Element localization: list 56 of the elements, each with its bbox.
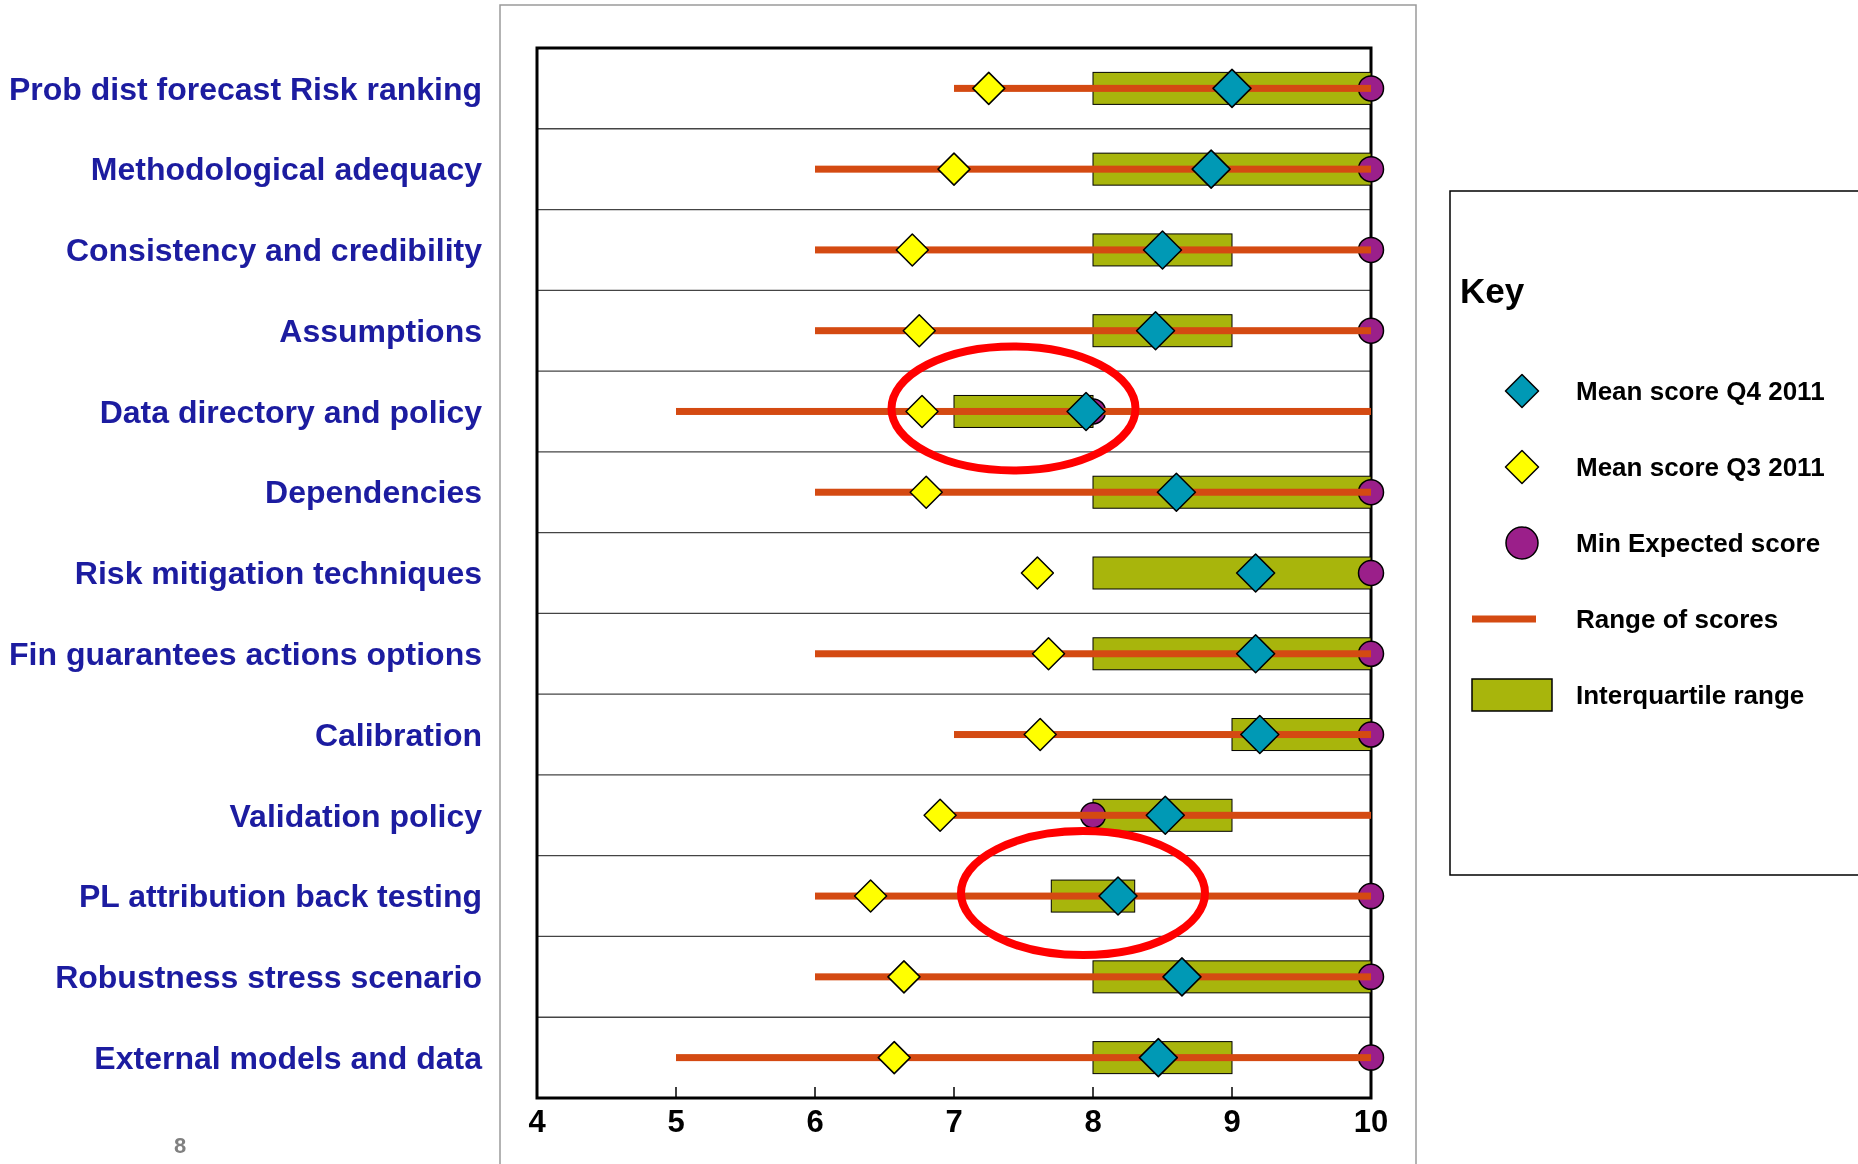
y-tick-label: Assumptions (279, 312, 482, 349)
point (1156, 472, 1197, 512)
point (1212, 68, 1252, 109)
y-tick-label: PL attribution back testing (79, 878, 482, 915)
point (1020, 556, 1055, 590)
legend-label: Mean score Q4 2011 (1576, 376, 1825, 407)
point (1031, 637, 1066, 671)
point (887, 960, 921, 994)
point (1357, 559, 1385, 587)
point (902, 313, 936, 348)
y-tick-label: Data directory and policy (99, 393, 483, 430)
point (1135, 310, 1176, 351)
x-tick-label: 4 (528, 1104, 547, 1139)
point (1066, 391, 1106, 432)
legend-label: Range of scores (1576, 604, 1779, 635)
y-tick-label: Dependencies (265, 474, 482, 511)
y-tick-label: Validation policy (229, 797, 483, 834)
y-tick-label: Risk mitigation techniques (74, 555, 482, 592)
point (905, 394, 939, 429)
y-tick-label: Methodological adequacy (90, 151, 483, 188)
legend-label: Interquartile range (1576, 680, 1805, 711)
point (1162, 957, 1202, 997)
bar (676, 1054, 1371, 1062)
point (853, 879, 888, 913)
x-tick-label: 7 (945, 1104, 963, 1139)
point (1191, 149, 1231, 189)
bar (954, 811, 1371, 819)
x-tick-label: 10 (1353, 1104, 1389, 1139)
legend-label: Mean score Q3 2011 (1576, 452, 1825, 483)
x-tick-label: 5 (667, 1104, 685, 1139)
y-tick-label: External models and data (94, 1039, 483, 1076)
point (972, 71, 1006, 106)
x-tick-label: 6 (806, 1104, 824, 1139)
point (1235, 553, 1276, 593)
point (1023, 717, 1057, 752)
legend-title: Key (1460, 271, 1525, 310)
y-tick-label: Robustness stress scenario (55, 959, 482, 996)
point (909, 475, 943, 509)
point (1240, 714, 1280, 755)
y-tick-label: Fin guarantees actions options (9, 635, 482, 672)
point (937, 152, 971, 186)
point (877, 1040, 911, 1075)
point (923, 798, 957, 833)
x-tick-label: 8 (1084, 1104, 1102, 1139)
x-tick-label: 9 (1223, 1104, 1241, 1139)
y-tick-label: Prob dist forecast Risk ranking (8, 70, 482, 107)
y-tick-label: Consistency and credibility (65, 232, 483, 269)
point (1235, 634, 1276, 674)
point (1138, 1037, 1179, 1078)
text: 8 (173, 1133, 187, 1158)
point (895, 233, 930, 267)
legend-label: Min Expected score (1576, 528, 1821, 559)
point (1142, 230, 1183, 270)
point (1098, 876, 1138, 916)
y-tick-label: Calibration (314, 716, 482, 753)
point (1145, 795, 1186, 836)
